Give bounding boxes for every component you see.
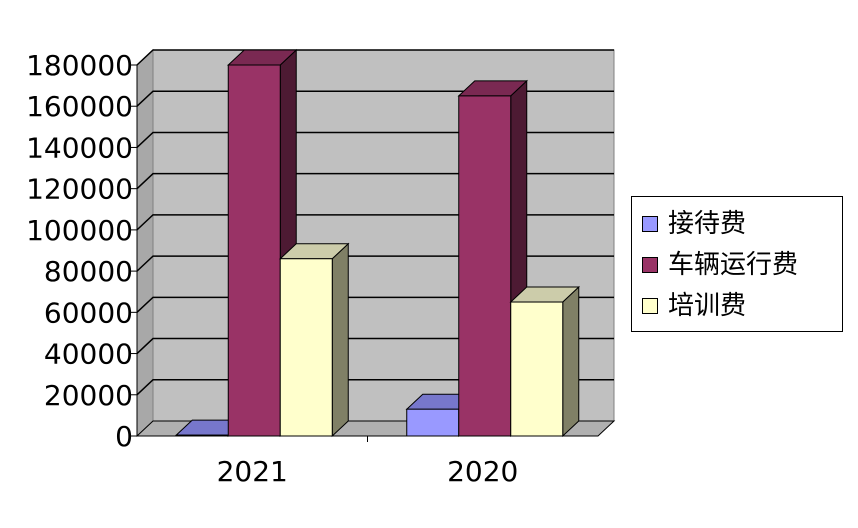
y-tick-label: 160000	[26, 90, 133, 123]
bar-front	[175, 434, 229, 437]
legend-item-vehicle: 车辆运行费	[642, 250, 798, 280]
bar	[509, 285, 581, 438]
y-tick-label: 120000	[26, 173, 133, 206]
legend-swatch-vehicle	[642, 257, 658, 273]
legend-swatch-reception	[642, 216, 658, 232]
y-tick-label: 60000	[44, 296, 133, 329]
bar	[278, 242, 350, 438]
y-tick-label: 40000	[44, 338, 133, 371]
legend-label-training: 培训费	[668, 291, 747, 321]
bar	[457, 79, 529, 438]
bar-front	[227, 64, 281, 437]
bar-side	[331, 242, 349, 438]
legend-label-vehicle: 车辆运行费	[668, 250, 799, 280]
legend: 接待费 车辆运行费 培训费	[631, 196, 843, 332]
y-axis-ticks: 0 20000 40000 60000 80000 100000 120000 140000 1…	[26, 49, 138, 453]
gridline	[136, 49, 614, 66]
legend-label-reception: 接待费	[668, 209, 747, 239]
y-tick-label: 0	[115, 420, 133, 453]
y-tick-label: 180000	[26, 49, 133, 82]
bars	[174, 48, 581, 438]
x-tick-label: 2021	[217, 455, 288, 488]
y-tick-label: 80000	[44, 255, 133, 288]
bar-side	[562, 285, 580, 438]
bar-front	[406, 408, 460, 437]
bar-front	[279, 258, 333, 437]
legend-item-training: 培训费	[642, 291, 746, 321]
y-tick-label: 100000	[26, 214, 133, 247]
side-wall	[136, 48, 154, 438]
bar-front	[510, 301, 564, 437]
legend-swatch-training	[642, 298, 658, 314]
x-tick-label: 2020	[447, 455, 518, 488]
bar-front	[458, 95, 512, 437]
legend-item-reception: 接待费	[642, 209, 746, 239]
y-tick-label: 20000	[44, 379, 133, 412]
x-axis-ticks: 2021 2020	[217, 436, 518, 488]
y-tick-label: 140000	[26, 131, 133, 164]
gridline	[136, 90, 614, 107]
